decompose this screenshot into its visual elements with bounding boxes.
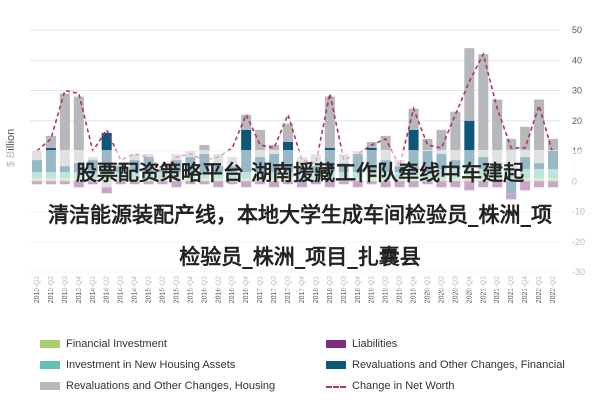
legend-label: Revaluations and Other Changes, Housing — [66, 380, 276, 392]
bar-segment — [380, 135, 391, 161]
bar-segment — [548, 138, 559, 151]
y-tick-label: 20 — [572, 116, 582, 126]
bar-segment — [534, 99, 545, 164]
bar-segment — [45, 135, 56, 148]
legend-swatch — [326, 386, 346, 388]
bar-segment — [269, 144, 280, 155]
legend-label: Change in Net Worth — [352, 380, 455, 392]
legend-label: Revaluations and Other Changes, Financia… — [352, 359, 565, 371]
y-tick-label: 50 — [572, 25, 582, 35]
bar-segment — [408, 108, 419, 130]
bar-segment — [73, 96, 84, 164]
overlay-banner: 股票配资策略平台 湖南援藏工作队牵线中车建起 清洁能源装配产线，本地大学生成车间… — [0, 150, 600, 290]
banner-line-2: 清洁能源装配产线，本地大学生成车间检验员_株洲_项 — [48, 203, 552, 227]
legend: Financial Investment Liabilities Investm… — [0, 332, 600, 400]
y-tick-label: 40 — [572, 55, 582, 65]
legend-label: Liabilities — [352, 338, 398, 350]
bar-segment — [464, 48, 475, 121]
y-tick-label: 30 — [572, 86, 582, 96]
bar-segment — [436, 129, 447, 155]
banner-line-1: 股票配资策略平台 湖南援藏工作队牵线中车建起 — [75, 161, 525, 185]
bar-segment — [520, 126, 531, 158]
legend-label: Financial Investment — [66, 338, 167, 350]
legend-swatch — [40, 340, 60, 348]
legend-swatch — [40, 382, 60, 390]
bar-segment — [283, 123, 294, 142]
bar-segment — [450, 111, 461, 161]
bar-segment — [199, 144, 210, 155]
bar-segment — [241, 114, 252, 130]
legend-label: Investment in New Housing Assets — [66, 359, 236, 371]
legend-swatch — [40, 361, 60, 369]
banner-line-3: 检验员_株洲_项目_扎囊县 — [179, 245, 421, 269]
bar-segment — [492, 99, 503, 164]
bar-segment — [59, 93, 70, 167]
legend-swatch — [326, 340, 346, 348]
legend-swatch — [326, 361, 346, 369]
bar-segment — [324, 96, 335, 148]
bar-segment — [478, 54, 489, 158]
bar-segment — [422, 138, 433, 151]
bar-segment — [464, 120, 475, 167]
